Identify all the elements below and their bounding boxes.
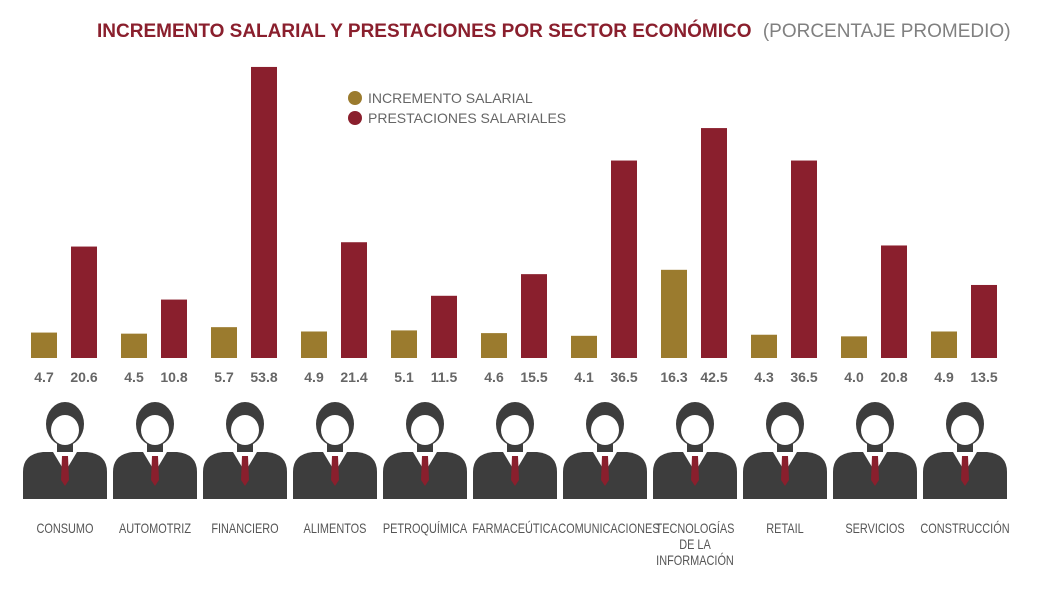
- bar: [841, 336, 867, 358]
- bar: [431, 295, 457, 358]
- icon-tie: [421, 456, 429, 486]
- value-label: 5.1: [394, 369, 414, 385]
- chart-title: INCREMENTO SALARIAL Y PRESTACIONES POR S…: [97, 20, 752, 42]
- value-label: 15.5: [520, 369, 547, 385]
- sector-icon: [743, 402, 827, 499]
- icon-tie: [61, 456, 69, 486]
- category-label: COMUNICACIONES: [558, 520, 660, 536]
- bar: [971, 284, 997, 358]
- category-label: SERVICIOS: [845, 520, 905, 536]
- icon-tie: [961, 456, 969, 486]
- bar: [341, 242, 367, 358]
- sector-icon: [293, 402, 377, 499]
- icon-tie: [871, 456, 879, 486]
- legend-swatch: [348, 111, 362, 125]
- bar: [481, 333, 507, 358]
- value-label: 20.8: [880, 369, 907, 385]
- icon-face: [411, 415, 439, 445]
- bar: [791, 160, 817, 358]
- bar: [611, 160, 637, 358]
- icon-tie: [511, 456, 519, 486]
- value-label: 4.9: [304, 369, 324, 385]
- category-label: TECNOLOGÍAS DE LA INFORMACIÓN: [655, 520, 735, 568]
- icon-face: [501, 415, 529, 445]
- icon-tie: [781, 456, 789, 486]
- value-label: 4.1: [574, 369, 594, 385]
- bar: [881, 245, 907, 358]
- value-label: 21.4: [340, 369, 367, 385]
- category-label: AUTOMOTRIZ: [118, 520, 191, 536]
- sector-icon: [203, 402, 287, 499]
- icon-face: [681, 415, 709, 445]
- value-label: 16.3: [660, 369, 687, 385]
- value-label: 4.0: [844, 369, 864, 385]
- value-label: 42.5: [700, 369, 727, 385]
- value-label: 10.8: [160, 369, 187, 385]
- value-label: 53.8: [250, 369, 277, 385]
- value-label: 4.6: [484, 369, 504, 385]
- legend-swatch: [348, 91, 362, 105]
- icon-tie: [601, 456, 609, 486]
- value-label: 20.6: [70, 369, 97, 385]
- icon-face: [231, 415, 259, 445]
- icon-tie: [151, 456, 159, 486]
- bar: [391, 330, 417, 358]
- icon-face: [141, 415, 169, 445]
- bar: [31, 332, 57, 358]
- icon-face: [51, 415, 79, 445]
- category-label: FARMACEÚTICA: [472, 520, 558, 536]
- category-label: ALIMENTOS: [303, 520, 367, 536]
- sector-icon: [113, 402, 197, 499]
- bar: [661, 269, 687, 358]
- icon-face: [321, 415, 349, 445]
- icon-tie: [241, 456, 249, 486]
- icon-face: [771, 415, 799, 445]
- bar: [931, 331, 957, 358]
- icon-face: [591, 415, 619, 445]
- bar: [571, 335, 597, 358]
- sector-icon: [923, 402, 1007, 499]
- icon-face: [861, 415, 889, 445]
- sector-icon: [473, 402, 557, 499]
- value-label: 13.5: [970, 369, 997, 385]
- value-label: 4.3: [754, 369, 774, 385]
- value-label: 4.9: [934, 369, 954, 385]
- value-label: 36.5: [790, 369, 817, 385]
- icon-tie: [691, 456, 699, 486]
- value-label: 36.5: [610, 369, 637, 385]
- value-label: 11.5: [431, 369, 458, 385]
- legend-label: INCREMENTO SALARIAL: [368, 90, 533, 106]
- bar: [301, 331, 327, 358]
- bar: [521, 274, 547, 358]
- category-label: FINANCIERO: [211, 520, 279, 536]
- bar: [211, 327, 237, 358]
- category-label: RETAIL: [766, 520, 804, 536]
- bar: [701, 128, 727, 358]
- sector-icon: [653, 402, 737, 499]
- icon-face: [951, 415, 979, 445]
- bar: [251, 66, 277, 358]
- value-label: 4.7: [34, 369, 54, 385]
- category-label: PETROQUÍMICA: [382, 520, 468, 536]
- sector-icon: [383, 402, 467, 499]
- chart-subtitle: (PORCENTAJE PROMEDIO): [763, 21, 1011, 42]
- value-label: 5.7: [214, 369, 234, 385]
- sector-icon: [833, 402, 917, 499]
- bar: [71, 246, 97, 358]
- category-label: CONSUMO: [36, 520, 94, 536]
- value-label: 4.5: [124, 369, 144, 385]
- bar: [121, 333, 147, 358]
- category-label: CONSTRUCCIÓN: [920, 520, 1010, 536]
- bar: [161, 299, 187, 358]
- sector-icon: [23, 402, 107, 499]
- legend-label: PRESTACIONES SALARIALES: [368, 110, 566, 126]
- icon-tie: [331, 456, 339, 486]
- chart-heading: INCREMENTO SALARIAL Y PRESTACIONES POR S…: [97, 20, 1011, 42]
- bar: [751, 334, 777, 358]
- sector-icon: [563, 402, 647, 499]
